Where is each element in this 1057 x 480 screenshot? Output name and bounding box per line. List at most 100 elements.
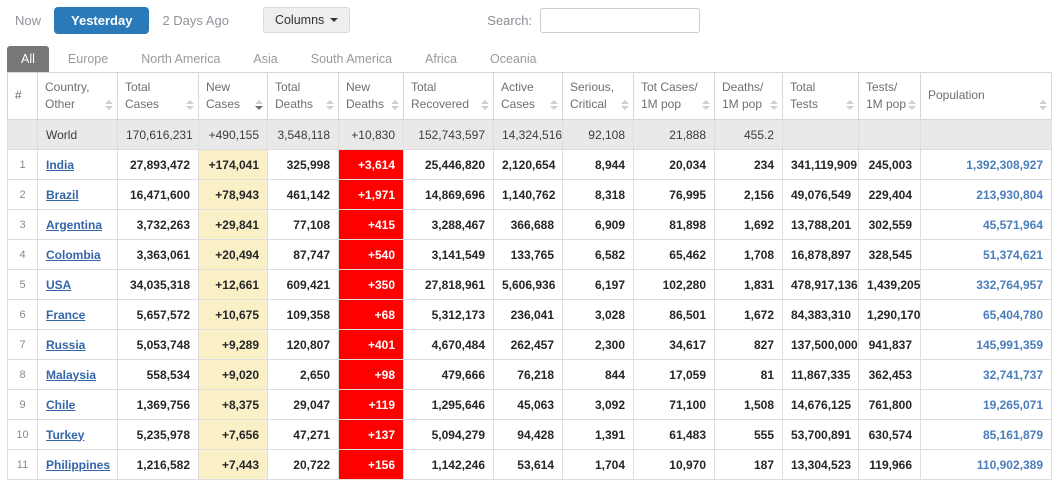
table-row: 9 Chile 1,369,756 +8,375 29,047 +119 1,295,646…: [7, 389, 1052, 420]
cell-active-cases: 53,614: [493, 449, 563, 480]
cell-tests-per-1m: 630,574: [858, 419, 921, 450]
cell-total-tests: 11,867,335: [782, 359, 859, 390]
cell-total-cases: 3,363,061: [117, 239, 199, 270]
cell-tests-per-1m: 229,404: [858, 179, 921, 210]
tab-oceania[interactable]: Oceania: [490, 52, 537, 66]
cell-rank: [7, 119, 38, 150]
country-link[interactable]: USA: [46, 277, 72, 292]
cell-new-deaths: +415: [338, 209, 404, 240]
cell-total-deaths: 29,047: [267, 389, 339, 420]
cell-rank: 11: [7, 449, 38, 480]
country-link[interactable]: Argentina: [46, 217, 103, 232]
cell-rank: 8: [7, 359, 38, 390]
two-days-ago-button[interactable]: 2 Days Ago: [162, 12, 229, 28]
columns-label: Columns: [274, 13, 325, 27]
country-link[interactable]: Philippines: [46, 457, 111, 472]
cell-total-tests: 137,500,000: [782, 329, 859, 360]
country-link[interactable]: India: [46, 157, 75, 172]
col-header-tests-per-1m[interactable]: Tests/1M pop: [858, 72, 921, 120]
search-label: Search:: [487, 12, 533, 28]
cell-total-tests: 13,304,523: [782, 449, 859, 480]
country-link[interactable]: France: [46, 307, 86, 322]
cell-population: 32,741,737: [920, 359, 1052, 390]
cell-active-cases: 45,063: [493, 389, 563, 420]
tab-all[interactable]: All: [7, 46, 49, 72]
country-link[interactable]: Brazil: [46, 187, 79, 202]
col-header-country[interactable]: Country, Other: [37, 72, 118, 120]
col-header-serious-critical[interactable]: Serious, Critical: [562, 72, 634, 120]
table-row: 4 Colombia 3,363,061 +20,494 87,747 +540 3,141…: [7, 239, 1052, 270]
col-header-new-cases[interactable]: New Cases: [198, 72, 268, 120]
col-header-population[interactable]: Population: [920, 72, 1052, 120]
col-header-total-deaths[interactable]: Total Deaths: [267, 72, 339, 120]
col-header-active-cases[interactable]: Active Cases: [493, 72, 563, 120]
cell-serious-critical: 3,092: [562, 389, 634, 420]
table-row: 1 India 27,893,472 +174,041 325,998 +3,614 25,…: [7, 149, 1052, 180]
search-input[interactable]: [540, 7, 701, 33]
cell-new-deaths: +68: [338, 299, 404, 330]
col-header-deaths-per-1m[interactable]: Deaths/1M pop: [714, 72, 783, 120]
cell-rank: 2: [7, 179, 38, 210]
tab-south-america[interactable]: South America: [310, 52, 393, 66]
chevron-down-icon: [330, 18, 339, 22]
cell-rank: 4: [7, 239, 38, 270]
cell-total-tests: 84,383,310: [782, 299, 859, 330]
col-header-new-deaths[interactable]: New Deaths: [338, 72, 404, 120]
cell-rank: 10: [7, 419, 38, 450]
cell-new-cases: +9,289: [198, 329, 268, 360]
yesterday-button[interactable]: Yesterday: [54, 6, 150, 34]
cell-tests-per-1m: 245,003: [858, 149, 921, 180]
cell-deaths-per-1m: 187: [714, 449, 783, 480]
table-header-row: # Country, Other Total Cases New Cases Total Dea…: [7, 72, 1052, 120]
cell-country: Turkey: [37, 419, 118, 450]
cell-new-deaths: +350: [338, 269, 404, 300]
cell-tests-per-1m: 362,453: [858, 359, 921, 390]
table-row: 7 Russia 5,053,748 +9,289 120,807 +401 4,670,4…: [7, 329, 1052, 360]
col-header-total-cases[interactable]: Total Cases: [117, 72, 199, 120]
cell-serious-critical: 1,391: [562, 419, 634, 450]
col-header-cases-per-1m[interactable]: Tot Cases/1M pop: [633, 72, 715, 120]
country-link[interactable]: Malaysia: [46, 367, 97, 382]
cell-total-cases: 558,534: [117, 359, 199, 390]
sort-icon: [550, 100, 558, 110]
cell-new-deaths: +10,830: [338, 119, 404, 150]
country-link[interactable]: Chile: [46, 397, 76, 412]
cell-active-cases: 262,457: [493, 329, 563, 360]
cell-total-tests: 341,119,909: [782, 149, 859, 180]
cell-population: 145,991,359: [920, 329, 1052, 360]
tab-asia[interactable]: Asia: [253, 52, 278, 66]
tab-africa[interactable]: Africa: [425, 52, 457, 66]
cell-total-deaths: 20,722: [267, 449, 339, 480]
cell-total-cases: 5,235,978: [117, 419, 199, 450]
cell-total-recovered: 3,288,467: [403, 209, 494, 240]
cell-total-deaths: 47,271: [267, 419, 339, 450]
cell-new-deaths: +3,614: [338, 149, 404, 180]
country-link[interactable]: Colombia: [46, 247, 101, 262]
tab-europe[interactable]: Europe: [67, 52, 109, 66]
toolbar: Now Yesterday 2 Days Ago Columns Search:: [0, 0, 1057, 40]
cell-total-deaths: 3,548,118: [267, 119, 339, 150]
country-link[interactable]: Turkey: [46, 427, 85, 442]
cell-total-recovered: 152,743,597: [403, 119, 494, 150]
cell-new-deaths: +1,971: [338, 179, 404, 210]
now-button[interactable]: Now: [15, 12, 42, 28]
country-link[interactable]: Russia: [46, 337, 86, 352]
table-row: 2 Brazil 16,471,600 +78,943 461,142 +1,971 14,…: [7, 179, 1052, 210]
cell-new-deaths: +401: [338, 329, 404, 360]
cell-serious-critical: 6,909: [562, 209, 634, 240]
sort-icon: [702, 100, 710, 110]
cell-total-deaths: 609,421: [267, 269, 339, 300]
col-header-total-tests[interactable]: Total Tests: [782, 72, 859, 120]
sort-icon: [621, 100, 629, 110]
cell-cases-per-1m: 10,970: [633, 449, 715, 480]
cell-new-cases: +20,494: [198, 239, 268, 270]
tab-north-america[interactable]: North America: [141, 52, 221, 66]
columns-dropdown-button[interactable]: Columns: [262, 7, 351, 33]
cell-total-recovered: 479,666: [403, 359, 494, 390]
cell-cases-per-1m: 76,995: [633, 179, 715, 210]
cell-total-recovered: 5,312,173: [403, 299, 494, 330]
cell-active-cases: 5,606,936: [493, 269, 563, 300]
col-header-total-recovered[interactable]: Total Recovered: [403, 72, 494, 120]
cell-tests-per-1m: 1,290,170: [858, 299, 921, 330]
cell-tests-per-1m: 328,545: [858, 239, 921, 270]
